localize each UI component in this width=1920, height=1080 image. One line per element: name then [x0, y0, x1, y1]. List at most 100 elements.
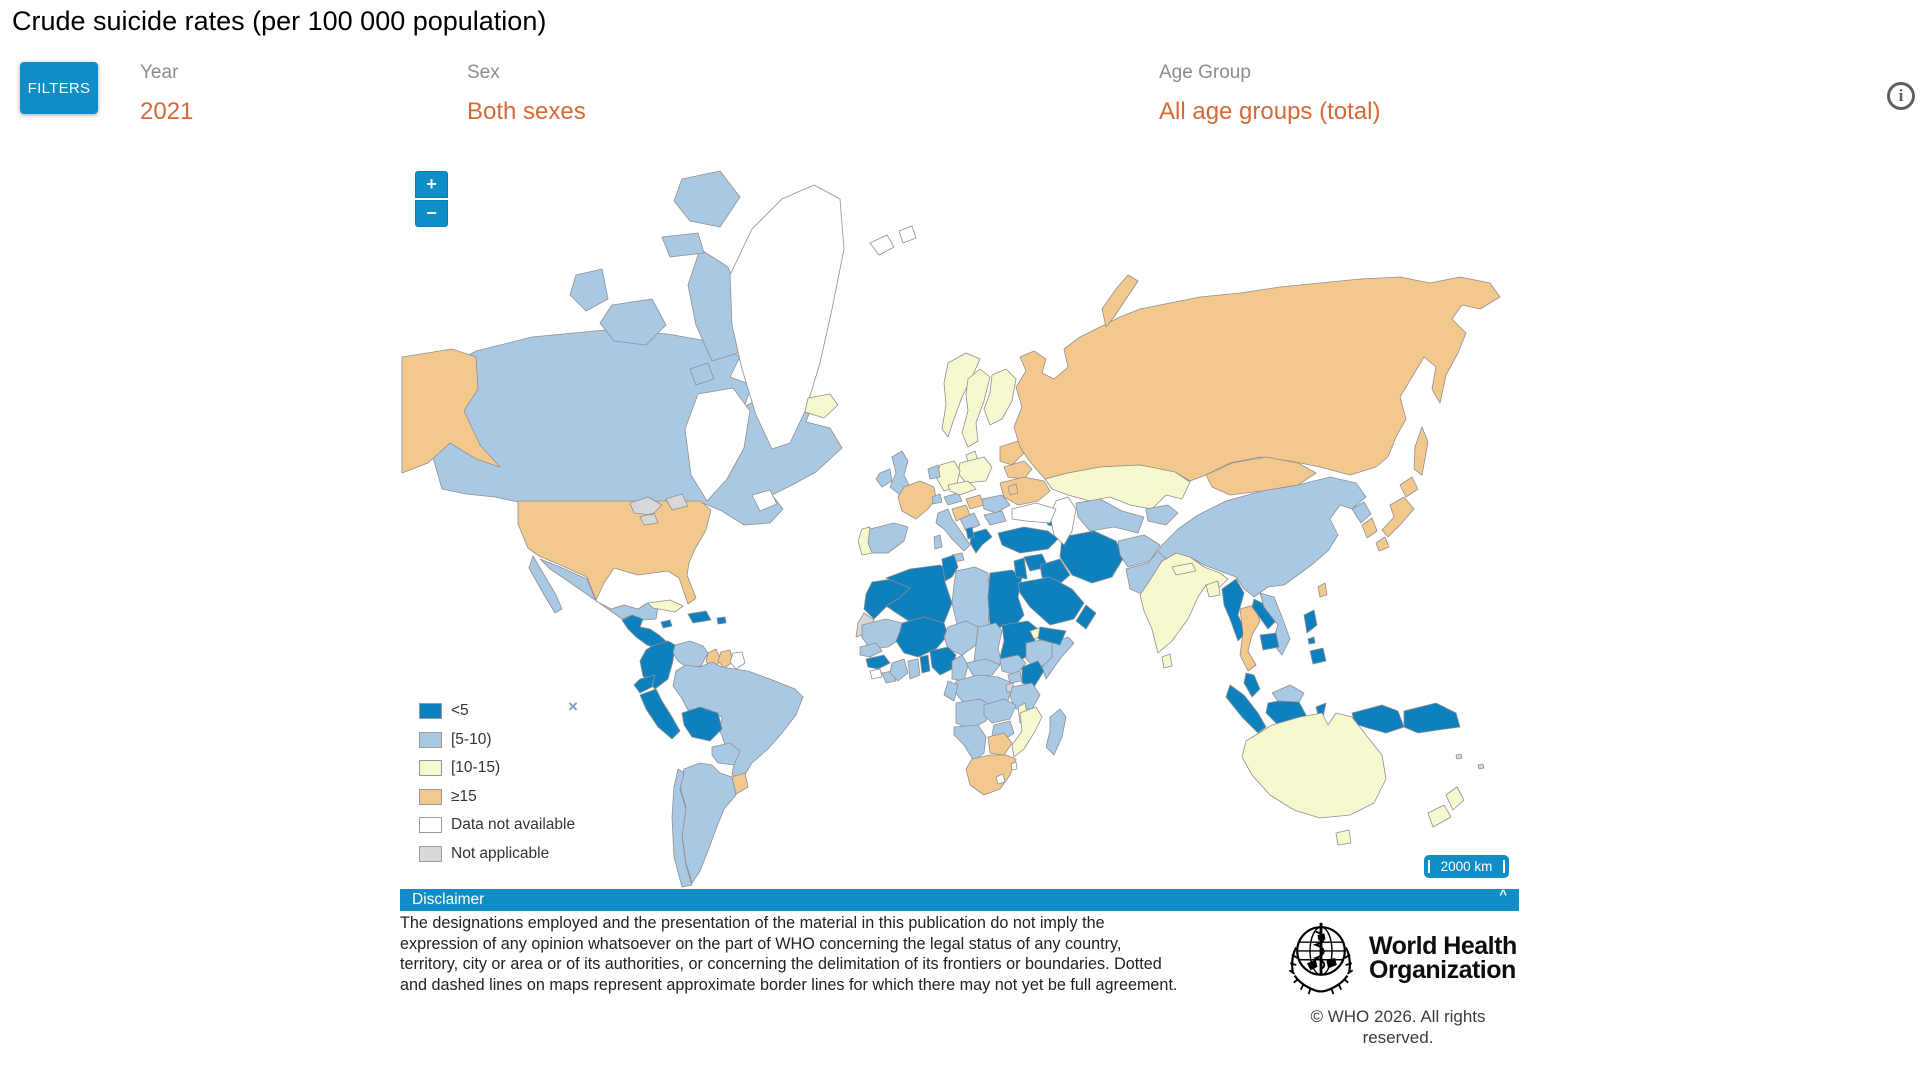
country-ukraine[interactable] — [999, 476, 1051, 506]
country-senegal[interactable] — [859, 642, 883, 658]
country-france[interactable] — [897, 480, 937, 520]
country-kyrgyzstan-tajikistan[interactable] — [1145, 504, 1179, 526]
country-namibia[interactable] — [953, 724, 987, 762]
country-japan-honshu[interactable] — [1381, 496, 1415, 538]
country-albania[interactable] — [965, 526, 975, 540]
country-paraguay[interactable] — [711, 742, 741, 766]
country-malaysia[interactable] — [1243, 672, 1261, 698]
country-japan-kyushu[interactable] — [1375, 536, 1390, 552]
country-botswana[interactable] — [987, 732, 1013, 756]
country-australia[interactable] — [1241, 712, 1387, 819]
filters-button[interactable]: FILTERS — [20, 62, 98, 114]
country-hispaniola[interactable] — [687, 610, 712, 624]
country-peru[interactable] — [639, 688, 681, 740]
country-victoria-island[interactable] — [599, 298, 667, 346]
country-angola[interactable] — [955, 698, 991, 730]
country-saudi-arabia[interactable] — [1017, 576, 1085, 626]
country-romania[interactable] — [981, 494, 1011, 514]
country-baltics[interactable] — [999, 440, 1025, 466]
country-portugal[interactable] — [857, 526, 873, 556]
country-indonesia-sumatra[interactable] — [1225, 684, 1267, 734]
country-north-korea[interactable] — [1351, 501, 1372, 524]
collapse-caret-icon[interactable]: ^ — [1499, 887, 1507, 902]
country-jamaica[interactable] — [660, 619, 673, 629]
country-russia[interactable] — [1013, 276, 1501, 482]
country-chile[interactable] — [671, 768, 693, 888]
country-newfoundland[interactable] — [751, 489, 778, 512]
country-new-zealand-north[interactable] — [1445, 786, 1465, 811]
country-italy[interactable] — [935, 508, 971, 552]
country-jordan-israel[interactable] — [1013, 557, 1028, 580]
filter-year-value[interactable]: 2021 — [140, 98, 194, 125]
country-ghana[interactable] — [907, 658, 921, 680]
country-usa[interactable] — [517, 500, 712, 605]
country-ecuador[interactable] — [633, 674, 656, 694]
country-cote-divoire[interactable] — [889, 658, 909, 682]
country-iran[interactable] — [1059, 530, 1125, 584]
country-novaya-zemlya[interactable] — [1101, 274, 1139, 328]
country-bulgaria[interactable] — [983, 510, 1007, 526]
country-czech-slovakia[interactable] — [947, 480, 977, 496]
country-poland[interactable] — [957, 456, 993, 484]
country-mali[interactable] — [895, 616, 949, 658]
country-togo-benin[interactable] — [919, 654, 931, 674]
country-sweden[interactable] — [961, 368, 991, 448]
country-cameroon[interactable] — [951, 654, 969, 682]
country-serbia-bosnia[interactable] — [959, 512, 981, 532]
country-pacific-island[interactable] — [1455, 753, 1463, 760]
country-papua-new-guinea[interactable] — [1403, 702, 1461, 734]
country-mongolia[interactable] — [1205, 456, 1317, 496]
country-pacific-island[interactable] — [1477, 763, 1485, 770]
country-bangladesh[interactable] — [1205, 580, 1221, 598]
country-eswatini[interactable] — [1010, 761, 1018, 771]
country-sakhalin[interactable] — [1413, 426, 1429, 476]
info-icon[interactable]: i — [1887, 82, 1915, 110]
country-sardinia[interactable] — [933, 534, 943, 550]
country-banks-island[interactable] — [569, 268, 609, 312]
country-mexico[interactable] — [528, 555, 659, 621]
country-central-african-republic[interactable] — [965, 658, 1001, 678]
country-finland[interactable] — [983, 368, 1017, 426]
country-new-zealand-south[interactable] — [1427, 804, 1452, 828]
country-belarus[interactable] — [1003, 460, 1033, 480]
country-suriname[interactable] — [717, 649, 734, 669]
country-philippines-luzon[interactable] — [1303, 609, 1318, 634]
country-southampton-island[interactable] — [689, 362, 715, 386]
legend-close-icon[interactable]: × — [568, 697, 578, 716]
country-greece[interactable] — [969, 528, 993, 554]
zoom-in-button[interactable]: + — [415, 171, 448, 198]
country-cambodia[interactable] — [1259, 632, 1280, 651]
country-austria[interactable] — [943, 492, 963, 506]
country-somalia[interactable] — [1041, 636, 1075, 680]
country-japan-hokkaido[interactable] — [1399, 476, 1419, 498]
country-sri-lanka[interactable] — [1161, 653, 1173, 669]
country-taiwan[interactable] — [1317, 582, 1328, 598]
country-cuba[interactable] — [647, 599, 684, 613]
country-spain[interactable] — [865, 522, 909, 554]
country-oman[interactable] — [1075, 604, 1097, 630]
country-gabon-congo[interactable] — [943, 680, 959, 702]
country-hungary[interactable] — [965, 494, 985, 510]
country-east-malaysia[interactable] — [1271, 684, 1305, 703]
country-greenland[interactable] — [729, 184, 845, 450]
country-madagascar[interactable] — [1045, 708, 1067, 756]
country-nepal[interactable] — [1171, 562, 1197, 576]
country-niger[interactable] — [943, 620, 979, 656]
country-french-guiana[interactable] — [729, 651, 746, 670]
country-puerto-rico[interactable] — [716, 616, 727, 625]
country-vietnam[interactable] — [1259, 592, 1291, 656]
country-venezuela[interactable] — [672, 640, 709, 669]
country-zambia[interactable] — [983, 698, 1017, 724]
country-mozambique[interactable] — [1011, 706, 1043, 758]
country-south-korea[interactable] — [1361, 517, 1378, 539]
country-switzerland[interactable] — [931, 493, 943, 505]
country-south-sudan[interactable] — [999, 654, 1027, 676]
country-alaska[interactable] — [401, 348, 501, 474]
country-guinea[interactable] — [865, 654, 891, 670]
country-ellesmere-island[interactable] — [673, 170, 741, 228]
country-egypt[interactable] — [987, 569, 1025, 628]
country-turkey[interactable] — [997, 526, 1059, 554]
country-devon-island[interactable] — [661, 232, 705, 258]
country-bolivia[interactable] — [681, 706, 723, 742]
country-ireland[interactable] — [875, 468, 893, 488]
